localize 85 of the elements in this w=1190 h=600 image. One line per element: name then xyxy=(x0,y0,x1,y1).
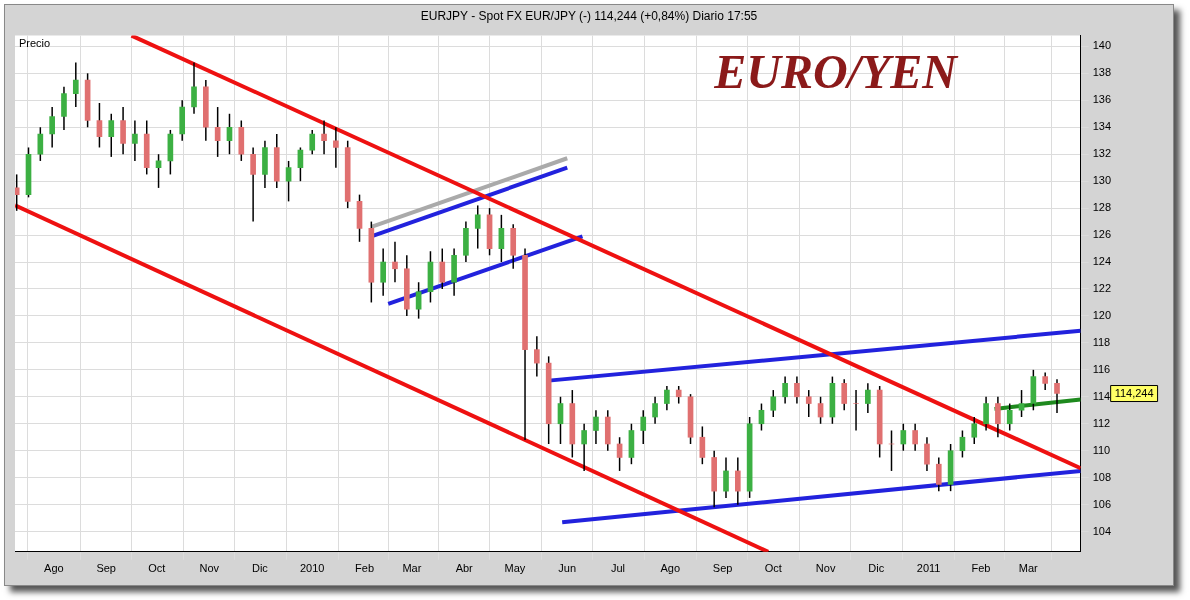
candlestick xyxy=(581,423,587,472)
candlestick xyxy=(534,335,540,378)
candlestick xyxy=(333,126,339,169)
candlestick xyxy=(309,129,316,155)
x-tick-label: Feb xyxy=(971,562,991,575)
candlestick xyxy=(1054,378,1060,414)
y-tick-label: 128 xyxy=(1092,201,1112,214)
candlestick xyxy=(782,375,788,405)
candlestick xyxy=(415,281,422,320)
y-tick-label: 104 xyxy=(1092,524,1112,537)
candlestick xyxy=(72,61,79,108)
candlestick xyxy=(995,396,1001,438)
x-tick-label: Dic xyxy=(868,562,885,575)
x-tick-label: Abr xyxy=(455,562,474,575)
candlestick xyxy=(380,247,386,297)
y-tick-label: 124 xyxy=(1092,255,1112,268)
candlestick xyxy=(250,146,256,223)
y-tick-label: 116 xyxy=(1092,362,1111,375)
chart-title: EURJPY - Spot FX EUR/JPY (-) 114,244 (+0,84%) Diario 17:55 xyxy=(419,9,759,23)
candlestick xyxy=(1006,402,1013,432)
candlestick xyxy=(841,378,848,412)
x-tick-label: May xyxy=(504,562,526,575)
candlestick xyxy=(191,61,197,115)
candlestick xyxy=(108,113,115,158)
candlestick xyxy=(805,389,812,418)
y-tick-label: 132 xyxy=(1092,147,1112,160)
x-tick-label: Feb xyxy=(355,562,375,575)
candlestick xyxy=(640,409,647,445)
candlestick xyxy=(723,456,729,499)
y-tick-label: 138 xyxy=(1092,66,1112,79)
candlestick xyxy=(15,173,20,212)
x-tick-label: Mar xyxy=(402,562,422,575)
x-tick-label: Sep xyxy=(96,562,116,575)
candlestick xyxy=(120,106,126,155)
candlestick xyxy=(132,119,138,162)
candlestick xyxy=(794,375,800,405)
y-tick-label: 134 xyxy=(1092,120,1112,133)
candlestick xyxy=(652,396,658,425)
annotation: EURO/YEN xyxy=(713,45,960,99)
candlestick xyxy=(734,456,741,506)
x-tick-label: 2011 xyxy=(916,562,941,575)
x-tick-label: Nov xyxy=(199,562,220,575)
candlestick xyxy=(1018,389,1025,418)
x-tick-label: Ago xyxy=(44,562,64,575)
candlestick xyxy=(61,86,67,131)
candlestick xyxy=(439,247,446,290)
candlestick xyxy=(49,106,55,149)
candlestick xyxy=(321,119,327,155)
candlestick xyxy=(853,389,859,432)
candlestick xyxy=(865,382,871,414)
x-tick-label: Sep xyxy=(712,562,733,575)
candlestick xyxy=(983,396,989,432)
y-tick-label: 112 xyxy=(1092,416,1111,429)
x-tick-label: Oct xyxy=(764,562,782,575)
candlestick xyxy=(593,409,599,445)
x-tick-label: Ago xyxy=(660,562,681,575)
candlestick xyxy=(474,204,481,250)
candlestick xyxy=(392,241,398,283)
x-tick-label: Nov xyxy=(815,562,836,575)
text: 114,244 xyxy=(1114,386,1154,399)
candlestick xyxy=(924,436,930,472)
y-tick-label: 122 xyxy=(1092,282,1112,295)
candlestick xyxy=(770,389,777,418)
y-tick-label: 120 xyxy=(1092,308,1112,321)
y-tick-label: 130 xyxy=(1092,174,1112,187)
x-tick-label: Oct xyxy=(148,562,166,575)
y-tick-label: 110 xyxy=(1092,443,1111,456)
y-tick-label: 108 xyxy=(1092,470,1112,483)
candlestick xyxy=(935,456,942,492)
y-tick-label: 118 xyxy=(1092,335,1111,348)
y-tick-label: 114 xyxy=(1092,389,1111,402)
x-tick-label: Dic xyxy=(251,562,269,575)
y-tick-label: 126 xyxy=(1092,228,1112,241)
candlestick xyxy=(664,385,670,412)
y-tick-label: 136 xyxy=(1092,93,1112,106)
x-tick-label: Jun xyxy=(558,562,577,575)
y-tick-label: 106 xyxy=(1092,497,1112,510)
candlestick xyxy=(971,416,978,445)
candlestick xyxy=(912,423,918,452)
x-tick-label: Jul xyxy=(610,562,625,575)
candlestick xyxy=(900,423,907,452)
x-tick-label: Mar xyxy=(1018,562,1039,575)
y-axis-title: Precio xyxy=(19,37,51,50)
x-tick-label: 2010 xyxy=(299,562,325,575)
y-tick-label: 140 xyxy=(1092,39,1112,52)
